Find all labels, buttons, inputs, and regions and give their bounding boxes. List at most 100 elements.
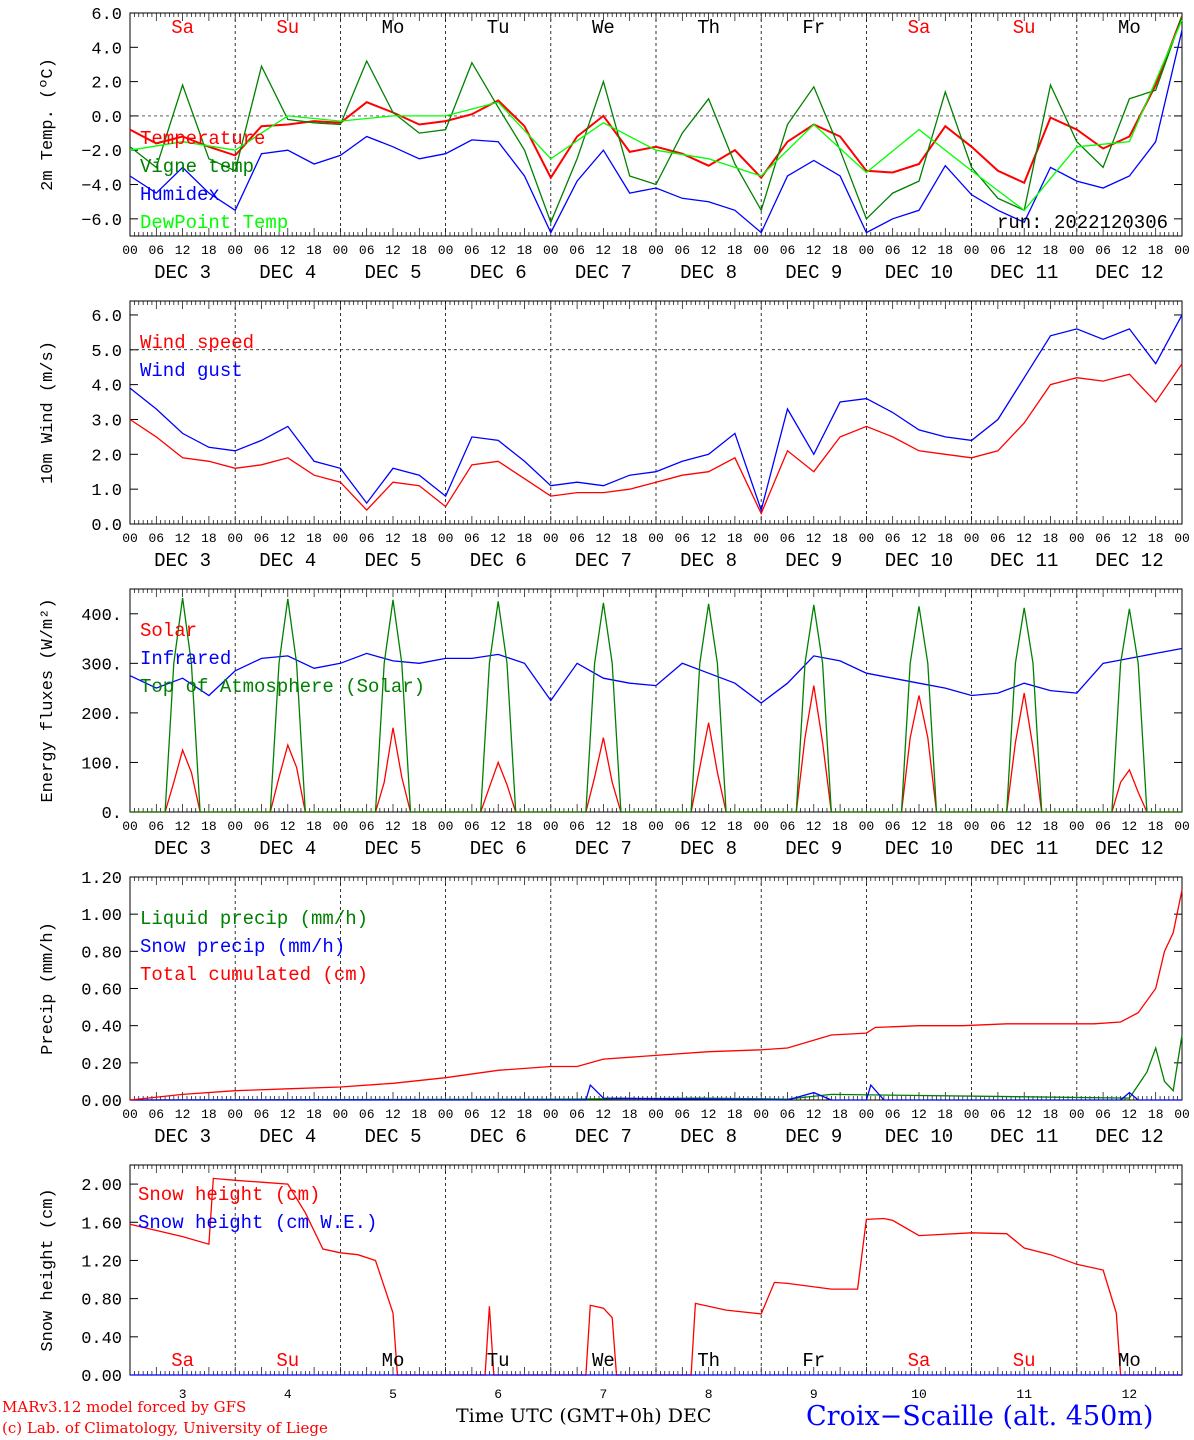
date-label: DEC 7 (575, 838, 632, 860)
y-tick-label: 0.00 (81, 1368, 122, 1387)
hour-tick-label: 18 (832, 819, 848, 834)
hour-tick-label: 18 (201, 819, 217, 834)
day-number-label: 4 (284, 1387, 292, 1402)
date-label: DEC 5 (364, 550, 421, 572)
date-label: DEC 5 (364, 1126, 421, 1148)
hour-tick-label: 00 (648, 531, 664, 546)
hour-tick-label: 00 (648, 1107, 664, 1122)
hour-tick-label: 18 (622, 243, 638, 258)
hour-tick-label: 12 (280, 531, 296, 546)
y-tick-label: 1.20 (81, 870, 122, 889)
legend-entry: Top of Atmosphere (Solar) (140, 676, 425, 698)
hour-tick-label: 18 (306, 531, 322, 546)
hour-tick-label: 06 (569, 1107, 585, 1122)
date-label: DEC 10 (885, 550, 953, 572)
date-label: DEC 7 (575, 262, 632, 284)
hour-tick-label: 12 (385, 531, 401, 546)
y-tick-label: 6.0 (91, 308, 122, 327)
hour-tick-label: 00 (333, 1107, 349, 1122)
y-tick-label: 400. (81, 607, 122, 626)
hour-tick-label: 12 (1016, 819, 1032, 834)
hour-tick-label: 00 (543, 1107, 559, 1122)
legend-entry: Total cumulated (cm) (140, 964, 368, 986)
y-tick-label: 1.00 (81, 907, 122, 926)
hour-tick-label: 18 (201, 243, 217, 258)
hour-tick-label: 00 (859, 819, 875, 834)
date-label: DEC 4 (259, 262, 316, 284)
run-label: run: 2022120306 (997, 212, 1168, 234)
hour-tick-label: 06 (359, 819, 375, 834)
weekday-label: Th (697, 17, 720, 39)
hour-tick-label: 12 (806, 1107, 822, 1122)
hour-tick-label: 06 (990, 531, 1006, 546)
weekday-label: Su (276, 17, 299, 39)
hour-tick-label: 00 (964, 819, 980, 834)
date-label: DEC 12 (1095, 262, 1163, 284)
legend-entry: Snow height (cm) (138, 1184, 320, 1206)
hour-tick-label: 12 (596, 1107, 612, 1122)
y-axis-label: 2m Temp. (ºC) (39, 58, 58, 191)
date-label: DEC 8 (680, 262, 737, 284)
y-tick-label: 0.00 (81, 1093, 122, 1112)
panel-frame-1 (129, 300, 1183, 525)
y-tick-label: −2.0 (81, 143, 122, 162)
weekday-label: Mo (1118, 17, 1141, 39)
series-line-dewpoint-temp (129, 19, 1183, 212)
date-label: DEC 9 (785, 262, 842, 284)
hour-tick-label: 06 (148, 1107, 164, 1122)
y-tick-label: 4.0 (91, 40, 122, 59)
hour-tick-label: 00 (753, 1107, 769, 1122)
series-line-total-cumulated-cm- (129, 889, 1183, 1101)
hour-tick-label: 00 (333, 243, 349, 258)
hour-tick-label: 12 (490, 531, 506, 546)
hour-tick-label: 00 (1174, 819, 1190, 834)
hour-tick-label: 12 (385, 243, 401, 258)
hour-tick-label: 06 (254, 531, 270, 546)
hour-tick-label: 06 (148, 243, 164, 258)
y-tick-label: 0.80 (81, 1292, 122, 1311)
hour-tick-label: 18 (622, 1107, 638, 1122)
hour-tick-label: 12 (175, 1107, 191, 1122)
hour-tick-label: 06 (885, 243, 901, 258)
hour-tick-label: 18 (306, 819, 322, 834)
date-label: DEC 4 (259, 550, 316, 572)
weekday-label: Su (1013, 17, 1036, 39)
weekday-label: Mo (382, 1350, 405, 1372)
hour-tick-label: 18 (201, 1107, 217, 1122)
date-label: DEC 7 (575, 1126, 632, 1148)
y-tick-label: 6.0 (91, 6, 122, 25)
hour-tick-label: 12 (701, 243, 717, 258)
y-tick-label: 0.80 (81, 944, 122, 963)
hour-tick-label: 00 (1069, 531, 1085, 546)
weekday-label: Tu (487, 17, 510, 39)
hour-tick-label: 00 (753, 819, 769, 834)
weekday-label: Su (276, 1350, 299, 1372)
date-label: DEC 12 (1095, 1126, 1163, 1148)
hour-tick-label: 06 (464, 1107, 480, 1122)
legend-entry: Snow height (cm W.E.) (138, 1212, 377, 1234)
hour-tick-label: 12 (806, 531, 822, 546)
hour-tick-label: 12 (596, 531, 612, 546)
hour-tick-label: 00 (227, 243, 243, 258)
hour-tick-label: 06 (780, 531, 796, 546)
y-tick-label: 1.0 (91, 482, 122, 501)
date-label: DEC 8 (680, 1126, 737, 1148)
hour-tick-label: 00 (543, 819, 559, 834)
hour-tick-label: 12 (490, 819, 506, 834)
credit-line-2: (c) Lab. of Climatology, University of L… (2, 1419, 328, 1437)
hour-tick-label: 06 (464, 819, 480, 834)
hour-tick-label: 06 (674, 243, 690, 258)
hour-tick-label: 06 (359, 1107, 375, 1122)
date-label: DEC 7 (575, 550, 632, 572)
y-tick-label: 3.0 (91, 412, 122, 431)
hour-tick-label: 18 (306, 243, 322, 258)
hour-tick-label: 18 (832, 243, 848, 258)
date-label: DEC 6 (470, 838, 527, 860)
hour-tick-label: 00 (438, 1107, 454, 1122)
date-label: DEC 3 (154, 838, 211, 860)
hour-tick-label: 00 (122, 1107, 138, 1122)
hour-tick-label: 12 (175, 531, 191, 546)
y-axis-label: Energy fluxes (W/m²) (39, 598, 58, 802)
weekday-label: Fr (802, 17, 825, 39)
hour-tick-label: 18 (727, 243, 743, 258)
